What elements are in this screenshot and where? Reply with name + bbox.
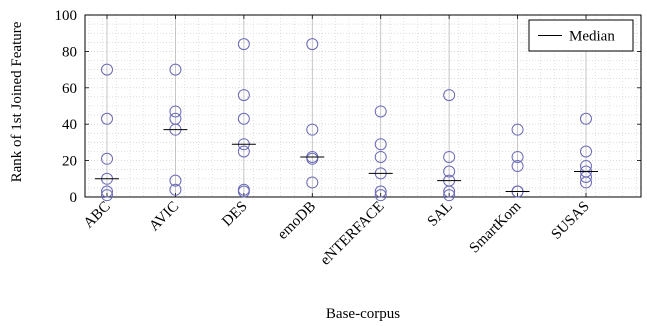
data-point: [443, 185, 456, 198]
data-marks: [95, 38, 598, 202]
data-point: [101, 185, 113, 198]
y-tick-label: 20: [62, 154, 77, 170]
x-tick-label: SmartKom: [467, 198, 525, 256]
data-point: [580, 145, 592, 158]
y-tick-label: 40: [62, 117, 77, 133]
data-point: [237, 112, 250, 125]
legend-median-label: Median: [569, 29, 615, 45]
data-point: [237, 38, 250, 51]
axes: [84, 14, 642, 198]
data-point: [374, 185, 387, 198]
data-point: [169, 183, 182, 196]
x-tick-label: eNTERFACE: [317, 199, 387, 269]
x-tick-label: SAL: [425, 199, 456, 230]
y-tick-label: 80: [62, 44, 77, 60]
data-point: [101, 152, 113, 165]
data-point: [169, 174, 182, 187]
x-tick-label: emoDB: [275, 199, 319, 243]
data-point: [580, 176, 592, 189]
y-tick-label: 100: [55, 8, 78, 24]
data-point: [306, 152, 319, 165]
x-tick-label: DES: [219, 199, 250, 230]
data-point: [511, 160, 524, 173]
data-point: [443, 150, 456, 163]
data-point: [374, 189, 387, 202]
data-point: [374, 150, 387, 163]
data-point: [511, 123, 524, 136]
data-point: [169, 63, 182, 76]
x-tick-label: SUSAS: [548, 199, 592, 243]
data-point: [306, 123, 319, 136]
data-point: [237, 145, 250, 158]
plot-frame: [84, 14, 642, 198]
legend-box: [528, 19, 634, 52]
data-point: [443, 165, 456, 178]
data-point: [306, 176, 319, 189]
data-point: [443, 89, 456, 102]
data-point: [237, 185, 250, 198]
x-tick-label: AVIC: [146, 199, 182, 235]
data-point: [443, 189, 456, 202]
data-point: [101, 189, 113, 202]
data-point: [101, 63, 113, 76]
y-tick-label: 0: [70, 190, 78, 206]
legend: Median: [528, 19, 634, 52]
data-point: [169, 105, 182, 118]
data-point: [374, 105, 387, 118]
data-point: [580, 112, 592, 125]
data-point: [237, 89, 250, 102]
x-axis-label: Base-corpus: [326, 306, 400, 322]
x-tick-label: ABC: [81, 199, 114, 232]
data-point: [306, 38, 319, 51]
y-axis-label: Rank of 1st Joined Feature: [9, 21, 25, 182]
y-tick-label: 60: [62, 81, 77, 97]
data-point: [511, 150, 524, 163]
data-point: [101, 112, 113, 125]
data-point: [374, 138, 387, 151]
